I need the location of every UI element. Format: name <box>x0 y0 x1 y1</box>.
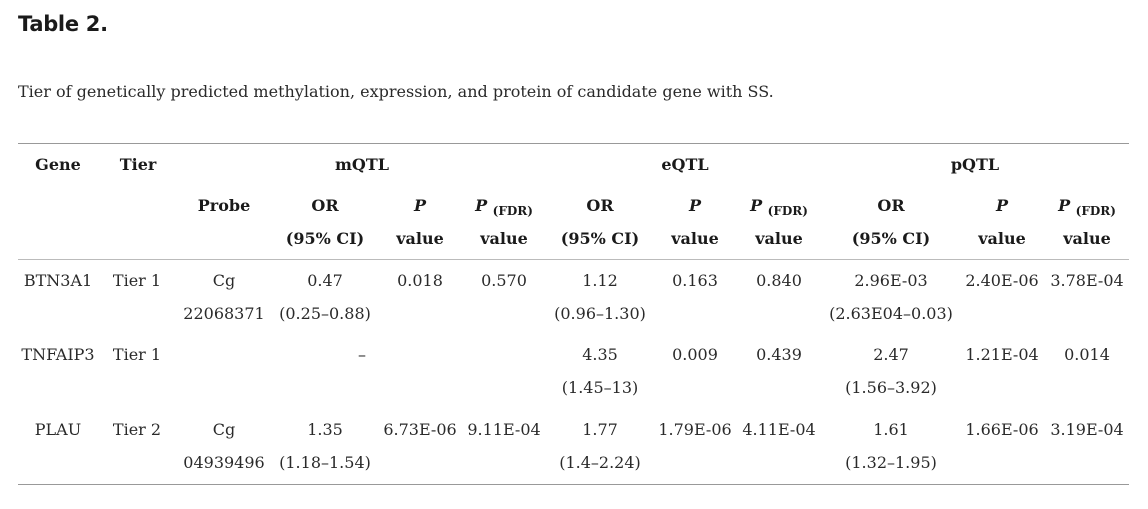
m-or-cell: 0.47 <box>307 271 343 290</box>
header-p-fdr: P (FDR) <box>1058 196 1116 218</box>
header-gene: Gene <box>35 155 81 174</box>
m-ci-cell: (0.25–0.88) <box>279 304 371 323</box>
m-ci-cell: (1.18–1.54) <box>279 453 371 472</box>
probe-id-cell: 22068371 <box>183 304 265 323</box>
p-p-cell: 2.40E-06 <box>965 271 1039 290</box>
tier-cell: Tier 2 <box>112 420 162 439</box>
p-fdr-cell: 3.78E-04 <box>1050 271 1124 290</box>
p-ci-cell: (1.56–3.92) <box>845 378 937 397</box>
header-e-ci: (95% CI) <box>560 229 640 248</box>
p-or-cell: 2.96E-03 <box>854 271 928 290</box>
table-caption: Tier of genetically predicted methylatio… <box>18 82 774 101</box>
header-e-p: P <box>688 196 702 215</box>
header-e-or: OR <box>586 196 614 215</box>
header-e-p-value: value <box>671 229 719 248</box>
gene-cell: BTN3A1 <box>23 271 93 290</box>
header-p-ci: (95% CI) <box>851 229 931 248</box>
m-p-cell: 0.018 <box>397 271 443 290</box>
e-p-cell: 0.009 <box>672 345 718 364</box>
m-fdr-cell: 9.11E-04 <box>467 420 541 439</box>
e-ci-cell: (1.45–13) <box>561 378 639 397</box>
m-or-cell: 1.35 <box>307 420 343 439</box>
table-title: Table 2. <box>18 12 108 36</box>
header-eqtl: eQTL <box>661 155 709 174</box>
tier-cell: Tier 1 <box>112 345 162 364</box>
e-or-cell: 4.35 <box>582 345 618 364</box>
header-tier: Tier <box>119 155 157 174</box>
header-e-fdr-value: value <box>755 229 803 248</box>
p-fdr-cell: 0.014 <box>1064 345 1110 364</box>
header-p-or: OR <box>877 196 905 215</box>
table-top-rule <box>18 143 1129 144</box>
e-or-cell: 1.12 <box>582 271 618 290</box>
gene-cell: TNFAIP3 <box>21 345 95 364</box>
p-p-cell: 1.66E-06 <box>965 420 1039 439</box>
probe-cell: Cg <box>212 420 236 439</box>
header-m-fdr-value: value <box>480 229 528 248</box>
p-p-cell: 1.21E-04 <box>965 345 1039 364</box>
probe-id-cell: 04939496 <box>183 453 265 472</box>
tier-cell: Tier 1 <box>112 271 162 290</box>
p-ci-cell: (2.63E04–0.03) <box>829 304 953 323</box>
e-fdr-cell: 4.11E-04 <box>742 420 816 439</box>
e-p-cell: 1.79E-06 <box>658 420 732 439</box>
e-ci-cell: (1.4–2.24) <box>559 453 641 472</box>
header-p-p-value: value <box>978 229 1026 248</box>
mqtl-empty-cell: – <box>358 345 366 364</box>
m-p-cell: 6.73E-06 <box>383 420 457 439</box>
probe-cell: Cg <box>212 271 236 290</box>
header-e-fdr: P (FDR) <box>750 196 808 218</box>
e-p-cell: 0.163 <box>672 271 718 290</box>
table-header-rule <box>18 259 1129 260</box>
p-or-cell: 2.47 <box>873 345 909 364</box>
header-m-p: P <box>413 196 427 215</box>
p-fdr-cell: 3.19E-04 <box>1050 420 1124 439</box>
p-ci-cell: (1.32–1.95) <box>845 453 937 472</box>
e-fdr-cell: 0.439 <box>756 345 802 364</box>
table-bottom-rule <box>18 484 1129 485</box>
header-m-ci: (95% CI) <box>285 229 365 248</box>
gene-cell: PLAU <box>34 420 82 439</box>
header-p-fdr-value: value <box>1063 229 1111 248</box>
header-m-or: OR <box>311 196 339 215</box>
header-mqtl: mQTL <box>334 155 390 174</box>
header-p-p: P <box>995 196 1009 215</box>
header-probe: Probe <box>197 196 251 215</box>
p-or-cell: 1.61 <box>873 420 909 439</box>
header-pqtl: pQTL <box>950 155 1000 174</box>
e-fdr-cell: 0.840 <box>756 271 802 290</box>
e-or-cell: 1.77 <box>582 420 618 439</box>
header-m-fdr: P (FDR) <box>475 196 533 218</box>
m-fdr-cell: 0.570 <box>481 271 527 290</box>
e-ci-cell: (0.96–1.30) <box>554 304 646 323</box>
header-m-p-value: value <box>396 229 444 248</box>
